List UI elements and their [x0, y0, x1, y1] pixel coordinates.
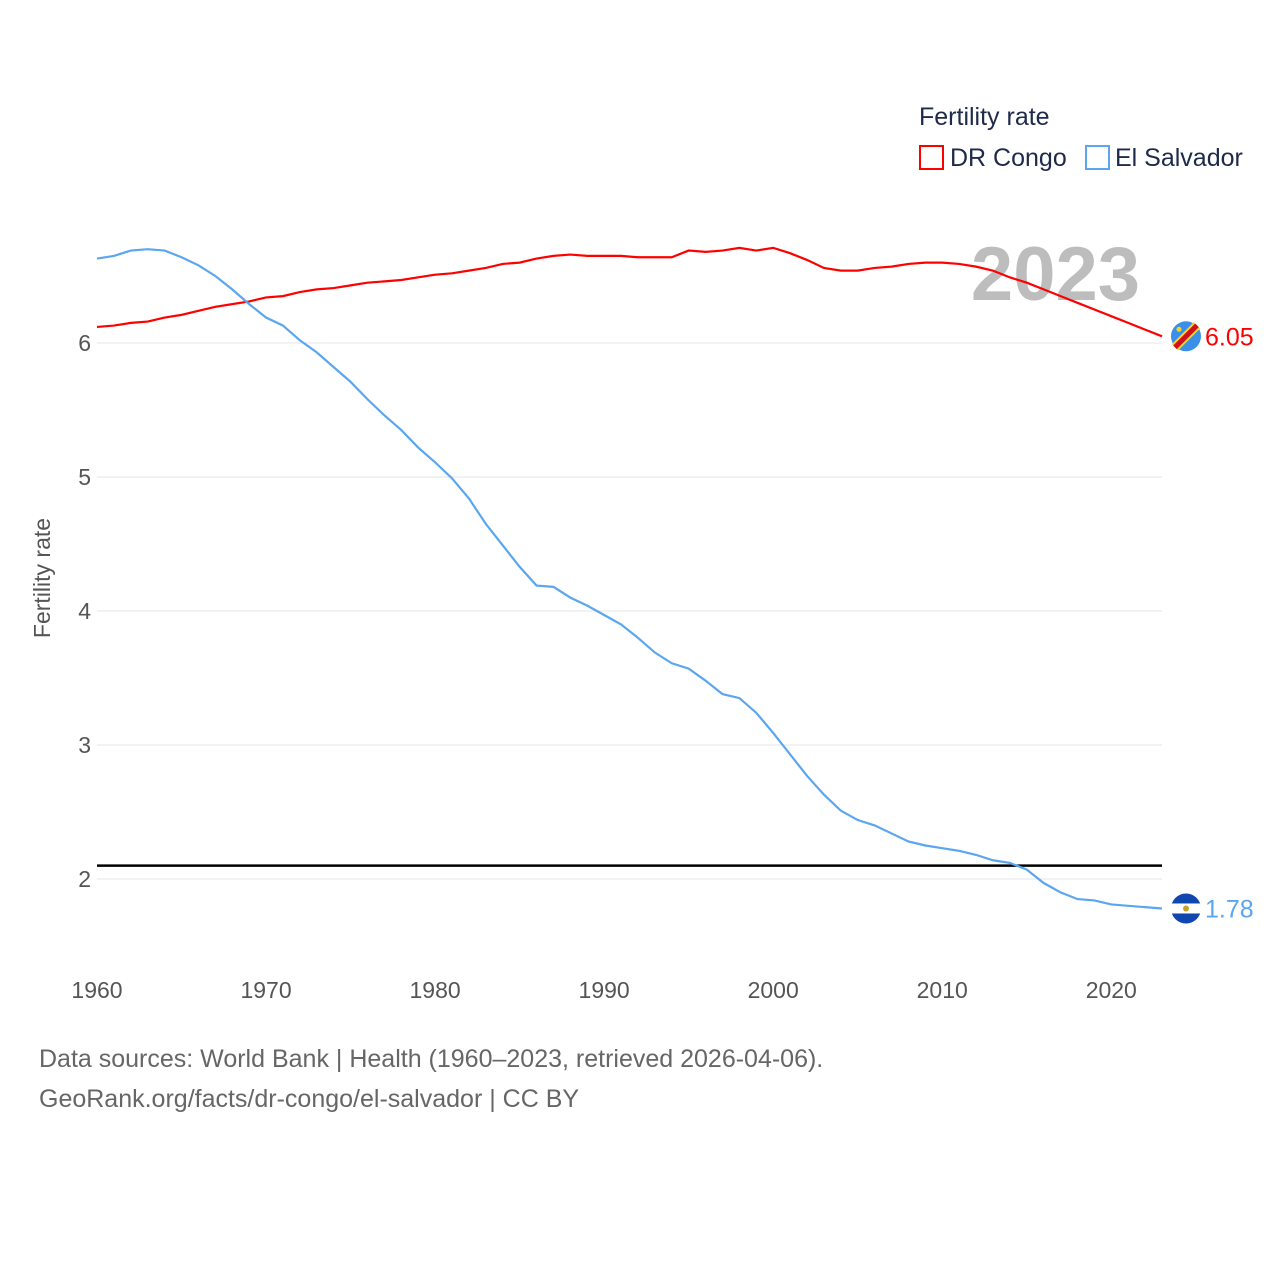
x-tick-label: 2010	[917, 977, 968, 1003]
gridlines	[97, 342, 1162, 880]
flag-emblem	[1183, 905, 1189, 912]
year-watermark: 2023	[971, 232, 1140, 317]
series-line-el-salvador	[96, 248, 1163, 910]
end-value-label-dr-congo: 6.05	[1205, 323, 1254, 351]
source-url[interactable]: GeoRank.org/facts/dr-congo/el-salvador |…	[39, 1085, 580, 1113]
legend-item-el-salvador[interactable]: El Salvador	[1085, 144, 1243, 172]
x-tick-label: 1960	[71, 977, 122, 1003]
y-tick-label: 6	[78, 330, 91, 356]
flag-star	[1176, 326, 1182, 332]
legend-label-dr-congo: DR Congo	[950, 144, 1067, 172]
end-value-label-el-salvador: 1.78	[1205, 895, 1254, 923]
x-tick-label: 1990	[579, 977, 630, 1003]
y-tick-label: 5	[78, 464, 91, 490]
y-tick-labels: 2 3 4 5 6	[78, 330, 91, 892]
legend-swatch-el-salvador	[1085, 145, 1110, 170]
legend-title: Fertility rate	[919, 103, 1050, 131]
legend-swatch-dr-congo	[919, 145, 944, 170]
series-line-dr-congo	[96, 246, 1163, 338]
x-tick-label: 1970	[240, 977, 291, 1003]
end-labels: 6.05 1.78	[1171, 321, 1254, 924]
source-text: Data sources: World Bank | Health (1960–…	[39, 1045, 824, 1073]
x-tick-label: 1980	[410, 977, 461, 1003]
x-tick-label: 2000	[748, 977, 799, 1003]
x-tick-labels: 1960 1970 1980 1990 2000 2010 2020	[71, 977, 1136, 1003]
end-marker-el-salvador	[1171, 893, 1201, 924]
y-tick-label: 3	[78, 732, 91, 758]
x-tick-label: 2020	[1086, 977, 1137, 1003]
y-axis-label: Fertility rate	[29, 518, 55, 638]
y-tick-label: 2	[78, 866, 91, 892]
end-marker-dr-congo	[1171, 321, 1201, 352]
flag-stripe	[1173, 323, 1199, 350]
legend-label-el-salvador: El Salvador	[1115, 144, 1243, 172]
legend-item-dr-congo[interactable]: DR Congo	[919, 144, 1067, 172]
series-lines	[96, 246, 1163, 910]
y-tick-label: 4	[78, 598, 91, 624]
